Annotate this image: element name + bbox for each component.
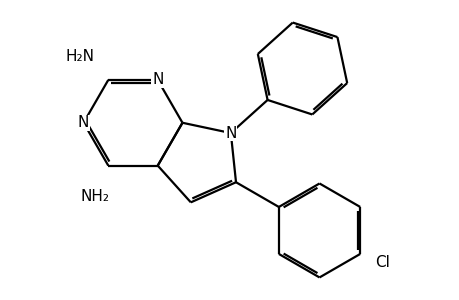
Text: Cl: Cl <box>375 255 389 270</box>
Text: N: N <box>152 72 163 87</box>
Text: N: N <box>224 125 236 140</box>
Text: NH₂: NH₂ <box>80 189 109 204</box>
Text: N: N <box>78 115 89 130</box>
Text: H₂N: H₂N <box>66 49 95 64</box>
